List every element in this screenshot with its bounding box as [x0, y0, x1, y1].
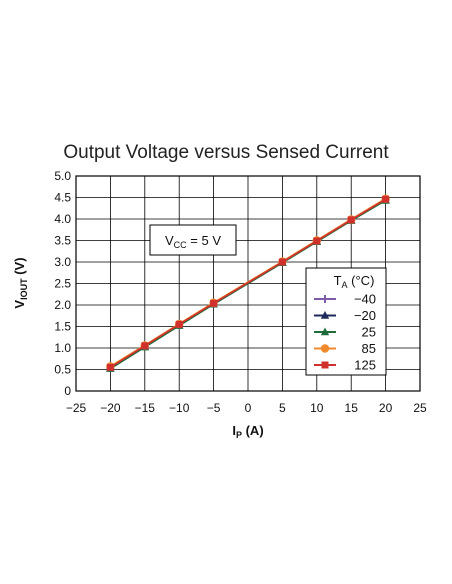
y-tick-label: 3.5	[54, 234, 71, 248]
legend-marker	[320, 311, 330, 319]
series-line	[109, 198, 387, 369]
x-tick-label: 25	[413, 401, 427, 415]
y-tick-label: 3.0	[54, 255, 71, 269]
y-tick-label: 0.5	[54, 363, 71, 377]
legend-marker	[321, 295, 329, 303]
legend-label: 25	[362, 325, 376, 340]
x-axis-label: IP (A)	[232, 423, 263, 440]
data-point	[175, 320, 183, 328]
x-tick-label: −15	[135, 401, 156, 415]
y-tick-label: 2.0	[54, 298, 71, 312]
vcc-annotation: VCC = 5 V	[165, 233, 221, 250]
y-tick-label: 4.0	[54, 212, 71, 226]
legend-label: 125	[354, 358, 376, 373]
legend-marker	[320, 344, 330, 353]
x-tick-label: 10	[310, 401, 324, 415]
vcc-annotation-box	[149, 224, 237, 256]
y-tick-label: 4.5	[54, 191, 71, 205]
legend-title: TA (°C)	[334, 273, 375, 290]
data-point	[106, 363, 114, 371]
y-tick-label: 1.0	[54, 341, 71, 355]
x-tick-label: 5	[279, 401, 286, 415]
x-tick-label: −25	[66, 401, 87, 415]
data-point	[382, 195, 390, 203]
legend-label: −20	[354, 308, 376, 323]
legend-label: 85	[362, 341, 376, 356]
y-tick-label: 2.5	[54, 277, 71, 291]
x-tick-label: −20	[100, 401, 121, 415]
x-tick-label: −5	[207, 401, 221, 415]
legend-marker	[321, 361, 329, 369]
data-point	[347, 216, 355, 224]
x-tick-label: −10	[169, 401, 190, 415]
legend-box	[305, 267, 387, 376]
y-tick-label: 5.0	[54, 169, 71, 183]
data-point	[210, 299, 218, 307]
x-tick-label: 0	[245, 401, 252, 415]
data-point	[141, 342, 149, 350]
data-point	[278, 258, 286, 266]
x-tick-label: 20	[379, 401, 393, 415]
legend-marker	[320, 327, 330, 336]
x-tick-label: 15	[345, 401, 359, 415]
legend-label: −40	[354, 292, 376, 307]
y-tick-label: 0	[64, 384, 71, 398]
chart-title: Output Voltage versus Sensed Current	[63, 142, 389, 163]
y-tick-label: 1.5	[54, 320, 71, 334]
y-axis-label: VIOUT (V)	[12, 257, 29, 308]
data-point	[313, 237, 321, 245]
